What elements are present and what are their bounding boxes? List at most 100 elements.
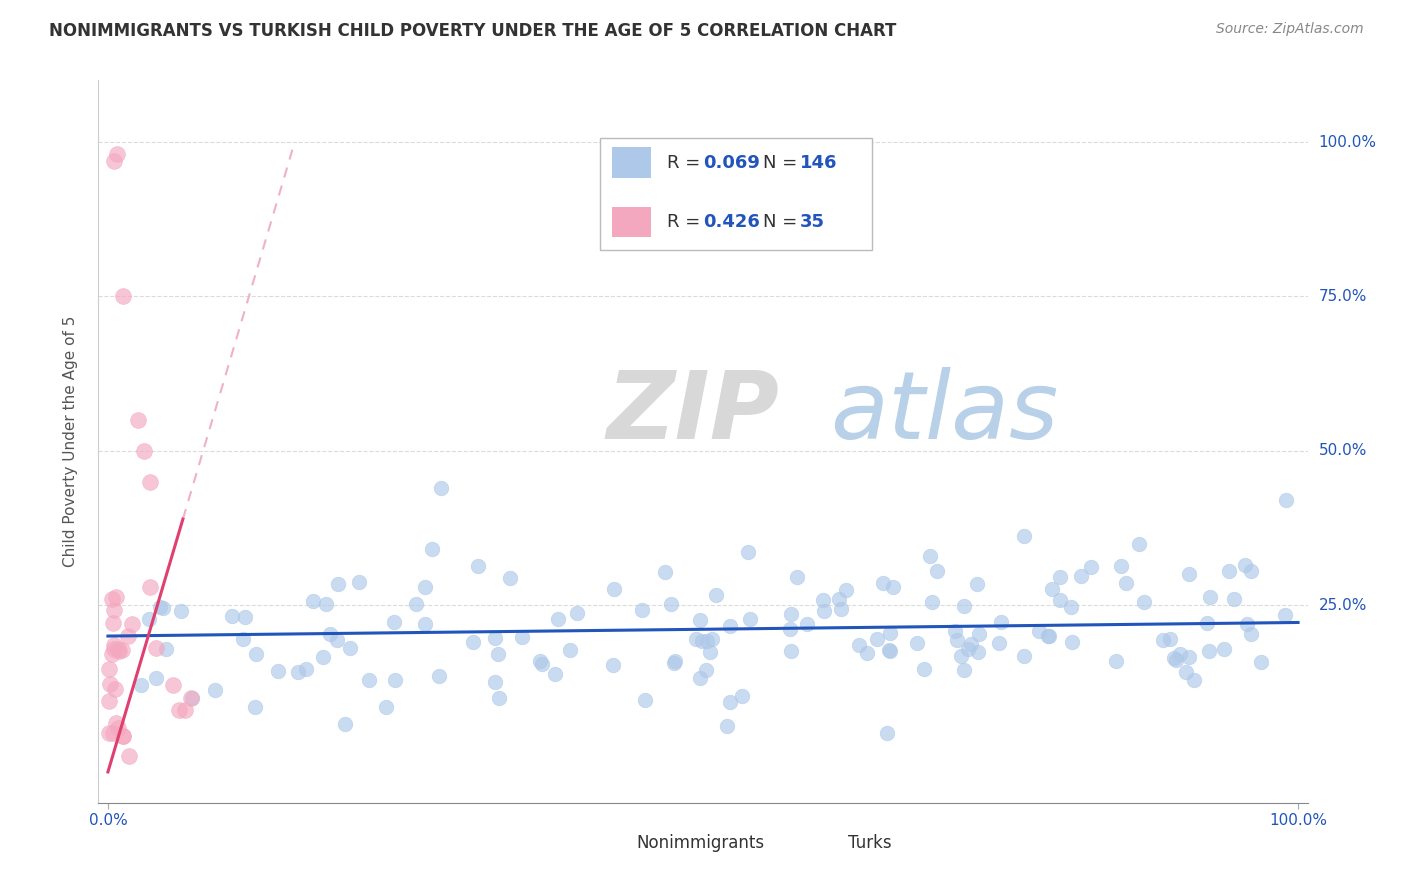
Point (131, 678, 153, 692)
Point (879, 644, 901, 658)
Point (1109, 559, 1132, 574)
Point (1195, 616, 1218, 631)
Point (107, 147, 129, 161)
Text: 50.0%: 50.0% (1319, 443, 1367, 458)
Point (905, 635, 928, 649)
Point (813, 604, 835, 618)
Point (558, 642, 581, 657)
Point (1163, 651, 1185, 665)
Point (1133, 595, 1156, 609)
Point (1049, 592, 1071, 607)
Point (1012, 648, 1035, 663)
Point (664, 654, 686, 668)
Point (946, 633, 969, 648)
Point (1218, 564, 1240, 578)
Point (699, 645, 721, 659)
Bar (613, 207, 651, 237)
Point (943, 624, 966, 638)
Text: atlas: atlas (830, 368, 1059, 458)
Point (359, 673, 381, 687)
Point (103, 726, 125, 740)
Point (1198, 644, 1220, 658)
Point (953, 599, 976, 614)
Point (510, 630, 533, 644)
Point (174, 703, 197, 717)
Text: 146: 146 (800, 153, 837, 171)
Point (912, 662, 935, 676)
Point (718, 619, 741, 633)
Point (659, 597, 682, 611)
Point (420, 542, 443, 557)
Point (117, 629, 139, 643)
Point (1105, 655, 1128, 669)
Point (430, 481, 453, 495)
Point (685, 632, 707, 646)
Point (796, 617, 818, 632)
Point (138, 580, 160, 594)
Bar (595, 830, 628, 855)
Point (957, 642, 980, 657)
Point (384, 673, 406, 687)
Point (1166, 653, 1188, 667)
Point (105, 590, 128, 604)
Point (811, 592, 834, 607)
Y-axis label: Child Poverty Under the Age of 5: Child Poverty Under the Age of 5 (63, 316, 77, 567)
Point (1040, 582, 1063, 596)
Point (740, 612, 762, 626)
Point (634, 693, 657, 707)
Text: ZIP: ZIP (606, 367, 779, 458)
Point (882, 581, 904, 595)
Point (1274, 608, 1296, 623)
Point (339, 641, 361, 656)
Point (486, 647, 509, 661)
Point (180, 690, 202, 705)
Point (918, 549, 941, 564)
Point (1182, 673, 1205, 688)
Point (692, 634, 714, 648)
Point (100, 647, 122, 661)
Point (654, 565, 676, 579)
Point (155, 641, 177, 656)
Point (112, 289, 135, 303)
Point (1038, 629, 1060, 643)
Text: NONIMMIGRANTS VS TURKISH CHILD POVERTY UNDER THE AGE OF 5 CORRELATION CHART: NONIMMIGRANTS VS TURKISH CHILD POVERTY U… (49, 22, 897, 40)
Point (121, 616, 143, 631)
Point (204, 682, 226, 697)
Point (1049, 569, 1071, 583)
Point (718, 695, 741, 709)
Point (830, 602, 852, 616)
Point (1170, 647, 1192, 661)
Point (834, 582, 856, 597)
Point (602, 582, 624, 596)
Point (1275, 493, 1298, 508)
Point (463, 635, 485, 649)
Point (1060, 599, 1083, 614)
Point (602, 658, 624, 673)
Point (1028, 624, 1050, 638)
Point (1234, 558, 1257, 573)
Point (118, 748, 141, 763)
Point (138, 612, 160, 626)
Point (877, 643, 900, 657)
Point (145, 641, 167, 656)
Point (731, 689, 754, 703)
Point (631, 602, 654, 616)
Point (484, 675, 506, 690)
Point (98, 676, 121, 690)
Point (786, 570, 808, 584)
Point (967, 627, 990, 641)
Point (181, 690, 204, 705)
Point (1236, 616, 1258, 631)
Point (1036, 629, 1059, 643)
Point (1080, 560, 1102, 574)
Point (737, 544, 759, 558)
Point (530, 657, 553, 672)
Point (267, 665, 290, 679)
Point (1178, 650, 1201, 665)
Point (689, 671, 711, 685)
Point (98, 662, 121, 676)
Point (779, 607, 801, 621)
Point (1240, 564, 1263, 578)
Bar (613, 147, 651, 178)
Point (952, 663, 974, 677)
